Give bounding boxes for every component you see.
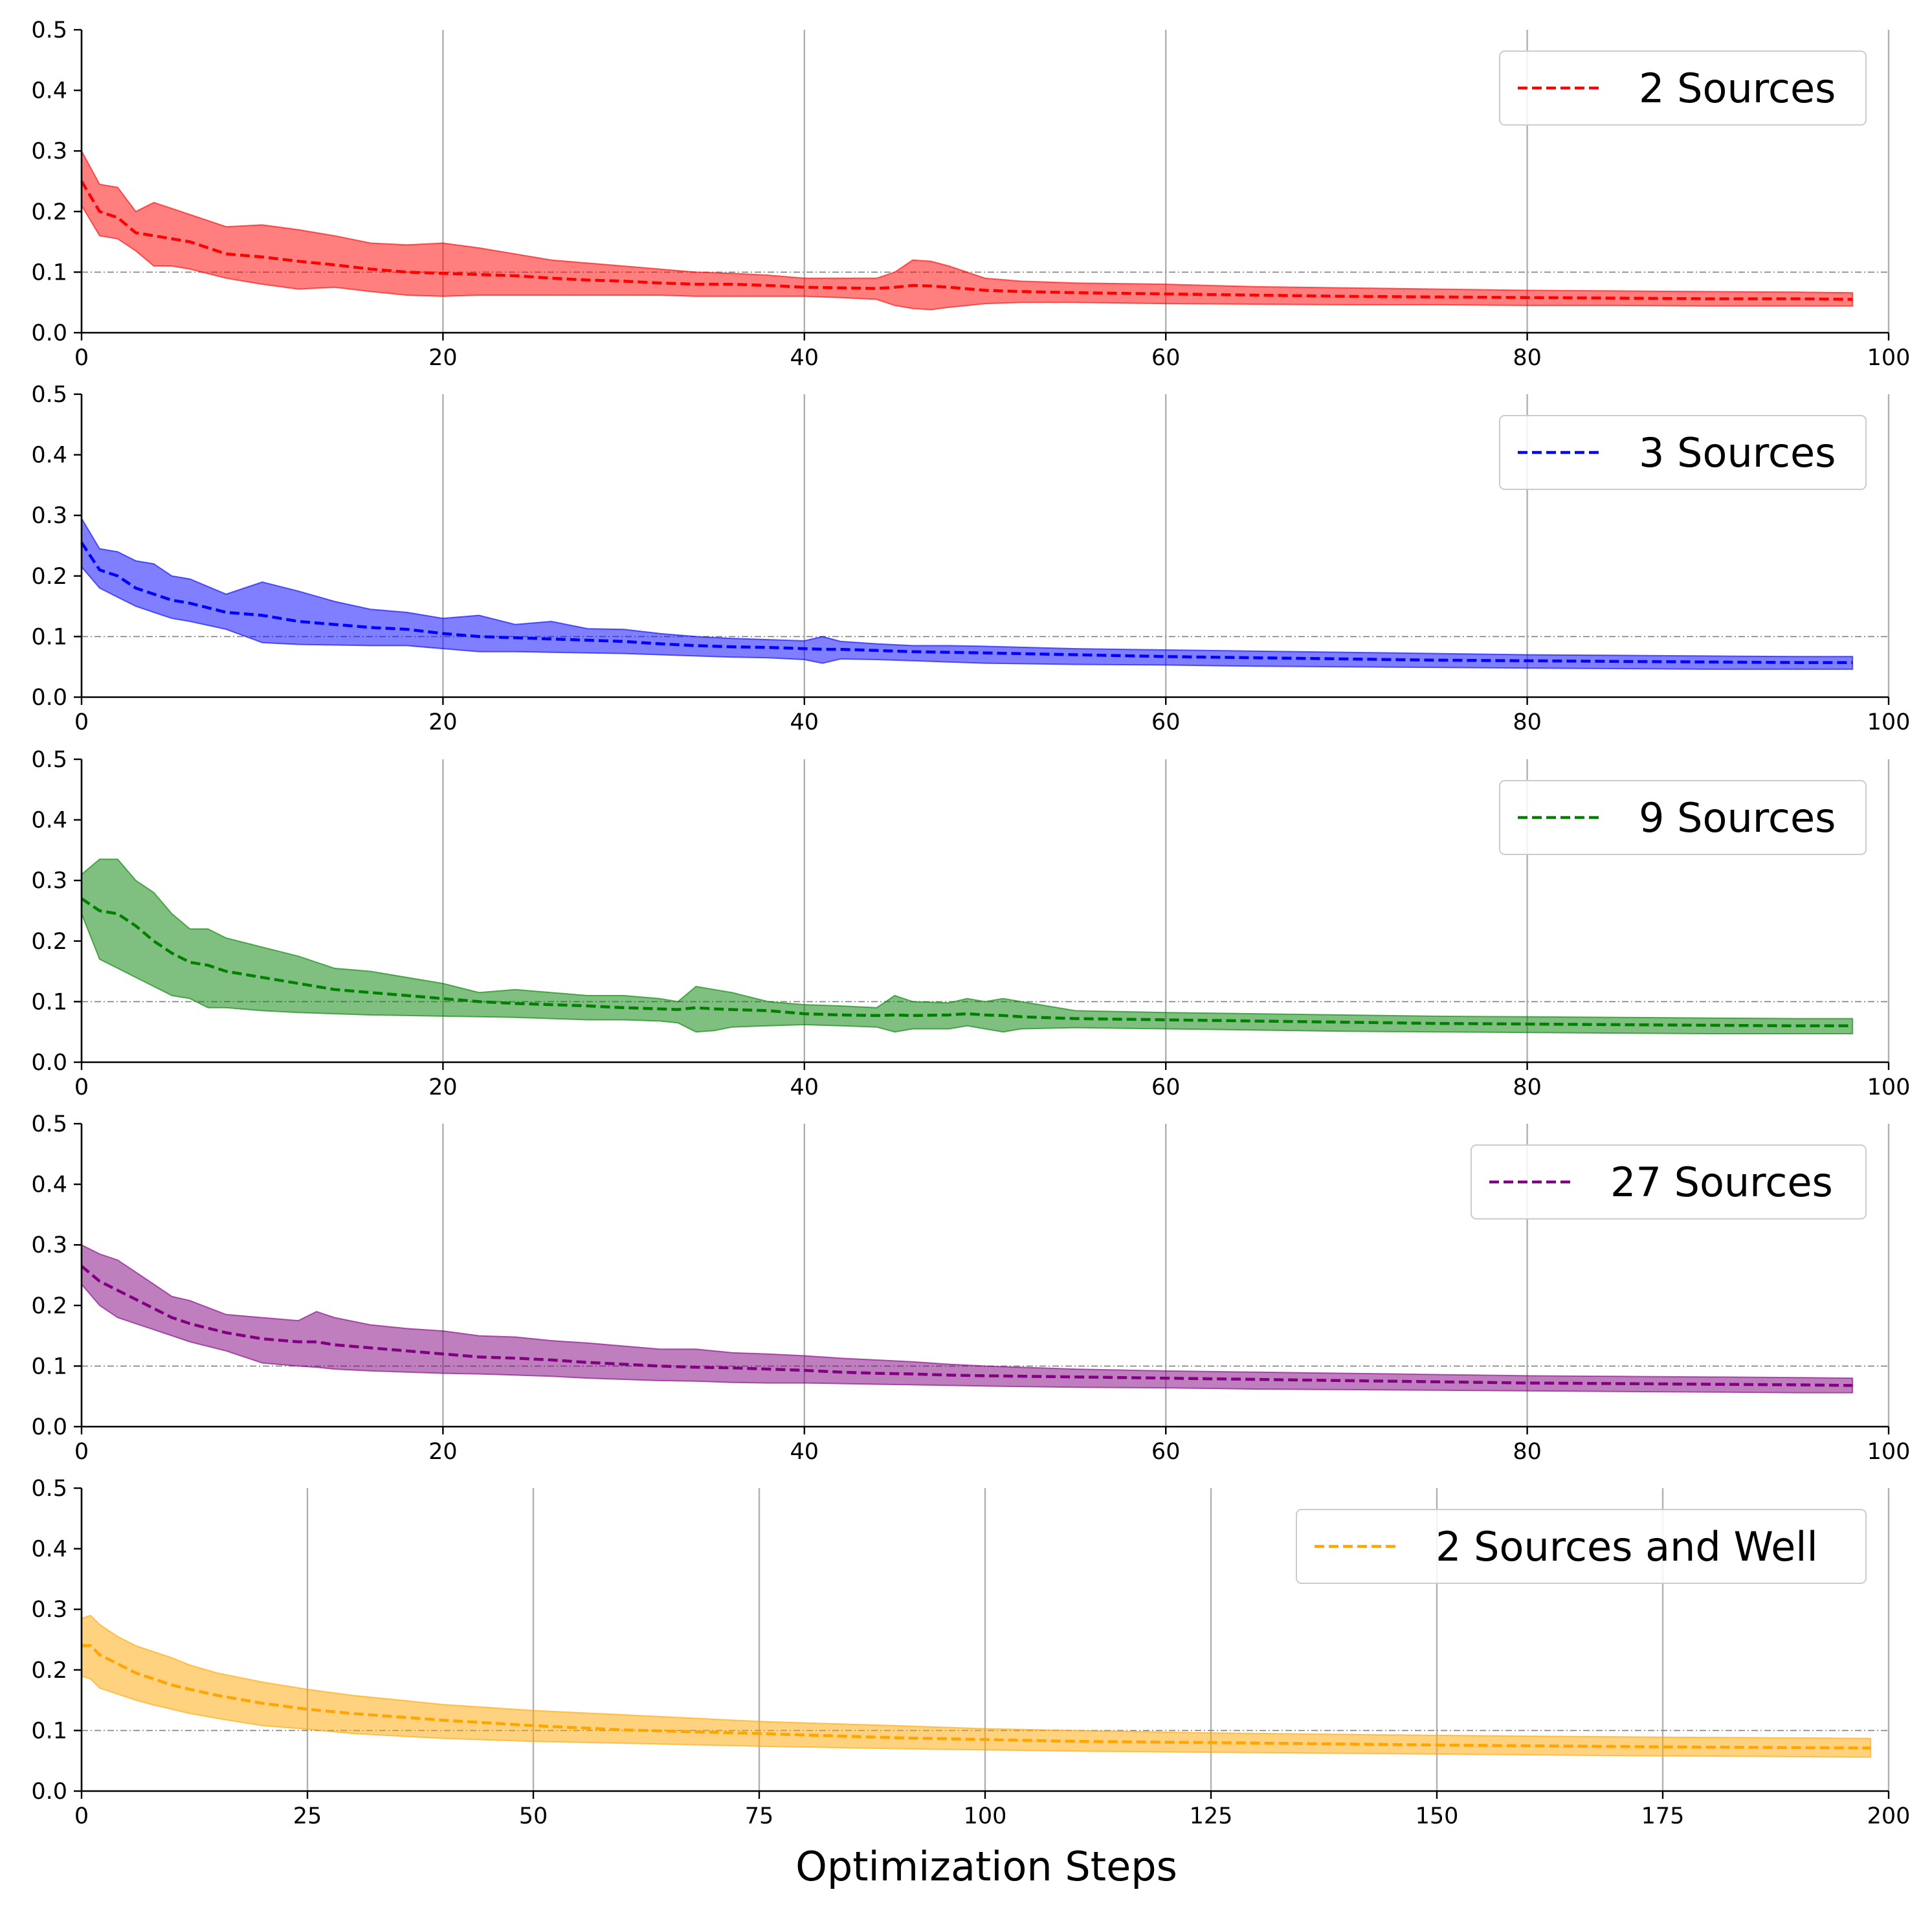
y-tick-label: 0.3: [31, 1597, 67, 1623]
y-tick-label: 0.2: [31, 1293, 67, 1319]
x-tick-label: 60: [1151, 345, 1181, 371]
legend-box: [1499, 415, 1867, 490]
legend: 3 Sources: [1499, 415, 1867, 490]
x-tick-label: 80: [1513, 1439, 1542, 1465]
confidence-band: [81, 150, 1854, 311]
x-tick-label: 100: [1867, 1075, 1911, 1100]
y-tick-label: 0.4: [31, 78, 67, 104]
x-tick-label: 50: [519, 1803, 548, 1829]
x-tick-label: 20: [428, 709, 458, 735]
x-tick-label: 60: [1151, 709, 1181, 735]
y-tick-label: 0.4: [31, 1172, 67, 1198]
x-axis-label: Optimization Steps: [795, 1843, 1177, 1890]
legend: 2 Sources: [1499, 50, 1867, 126]
x-tick-label: 0: [74, 1075, 89, 1100]
x-tick-label: 20: [428, 1075, 458, 1100]
x-tick-label: 100: [964, 1803, 1007, 1829]
legend-label: 3 Sources: [1639, 429, 1836, 476]
legend-box: [1471, 1144, 1867, 1220]
y-tick-label: 0.3: [31, 868, 67, 894]
legend: 9 Sources: [1499, 780, 1867, 855]
x-tick-label: 0: [74, 345, 89, 371]
y-tick-label: 0.2: [31, 1658, 67, 1684]
confidence-band: [81, 516, 1854, 670]
x-tick-label: 0: [74, 709, 89, 735]
y-tick-label: 0.5: [31, 747, 67, 773]
x-tick-label: 40: [790, 1075, 819, 1100]
x-tick-label: 175: [1641, 1803, 1685, 1829]
x-tick-label: 100: [1867, 1439, 1911, 1465]
panel-27-sources: 0.0 0.1 0.2 0.3 0.4 0.5 0 20 40 60 80 100 27 Sources: [31, 1111, 1910, 1465]
y-tick-label: 0.0: [31, 1779, 67, 1805]
legend-box: [1499, 780, 1867, 855]
y-tick-label: 0.5: [31, 382, 67, 408]
y-tick-label: 0.3: [31, 139, 67, 164]
y-tick-label: 0.0: [31, 685, 67, 711]
confidence-band: [81, 1614, 1872, 1758]
y-tick-label: 0.0: [31, 320, 67, 346]
x-tick-label: 80: [1513, 1075, 1542, 1100]
x-tick-label: 20: [428, 1439, 458, 1465]
y-tick-label: 0.3: [31, 1232, 67, 1258]
y-tick-label: 0.4: [31, 1537, 67, 1563]
confidence-band: [81, 858, 1854, 1034]
x-tick-label: 150: [1416, 1803, 1459, 1829]
x-tick-label: 20: [428, 345, 458, 371]
panel-3-sources: 0.0 0.1 0.2 0.3 0.4 0.5 0 20 40 60 80 100 3 Sources: [31, 382, 1910, 735]
x-tick-label: 0: [74, 1803, 89, 1829]
y-tick-label: 0.5: [31, 1111, 67, 1137]
y-tick-label: 0.2: [31, 929, 67, 955]
x-tick-label: 100: [1867, 345, 1911, 371]
x-tick-label: 40: [790, 1439, 819, 1465]
y-tick-label: 0.1: [31, 989, 67, 1015]
mean-line: [80, 180, 1853, 301]
mean-line: [80, 542, 1853, 664]
legend: 2 Sources and Well: [1296, 1509, 1867, 1584]
y-tick-label: 0.1: [31, 1354, 67, 1379]
legend: 27 Sources: [1471, 1144, 1867, 1220]
y-tick-label: 0.4: [31, 808, 67, 834]
y-tick-label: 0.2: [31, 564, 67, 590]
x-tick-label: 200: [1867, 1803, 1911, 1829]
x-tick-label: 125: [1190, 1803, 1233, 1829]
y-tick-label: 0.4: [31, 443, 67, 469]
mean-line: [80, 1265, 1853, 1387]
panel-2-sources: 0.0 0.1 0.2 0.3 0.4 0.5 0 20 40 60 80 100 2 Sources: [31, 17, 1910, 371]
y-tick-label: 0.0: [31, 1414, 67, 1440]
legend-label: 2 Sources and Well: [1436, 1523, 1818, 1570]
y-tick-label: 0.0: [31, 1050, 67, 1076]
confidence-band: [81, 1243, 1854, 1394]
legend-label: 27 Sources: [1610, 1159, 1833, 1206]
legend-box: [1296, 1509, 1867, 1584]
legend-label: 2 Sources: [1639, 65, 1836, 112]
x-tick-label: 25: [293, 1803, 322, 1829]
x-tick-label: 40: [790, 709, 819, 735]
y-tick-label: 0.5: [31, 1476, 67, 1502]
y-tick-label: 0.1: [31, 1718, 67, 1744]
legend-box: [1499, 50, 1867, 126]
legend-label: 9 Sources: [1639, 794, 1836, 841]
y-tick-label: 0.1: [31, 624, 67, 650]
mean-line: [80, 897, 1853, 1028]
x-tick-label: 75: [745, 1803, 774, 1829]
x-tick-label: 80: [1513, 345, 1542, 371]
x-tick-label: 60: [1151, 1075, 1181, 1100]
y-tick-label: 0.2: [31, 199, 67, 225]
x-tick-label: 80: [1513, 709, 1542, 735]
y-tick-label: 0.5: [31, 17, 67, 43]
x-tick-label: 100: [1867, 709, 1911, 735]
y-tick-label: 0.3: [31, 503, 67, 529]
panel-2-sources-and-well: 0.0 0.1 0.2 0.3 0.4 0.5 0 25 50 75 100 125 150 175 200…: [31, 1476, 1910, 1829]
x-tick-label: 0: [74, 1439, 89, 1465]
x-tick-label: 60: [1151, 1439, 1181, 1465]
panel-9-sources: 0.0 0.1 0.2 0.3 0.4 0.5 0 20 40 60 80 100 9 Sources: [31, 747, 1910, 1100]
x-tick-label: 40: [790, 345, 819, 371]
y-tick-label: 0.1: [31, 260, 67, 285]
